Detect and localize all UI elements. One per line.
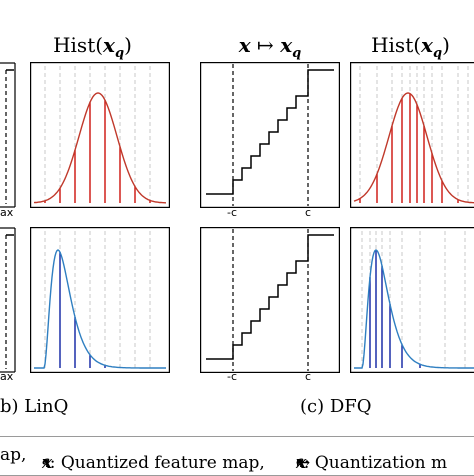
distribution-curve <box>353 92 474 204</box>
tick-label-pos-c-bottom: c <box>305 370 312 383</box>
distribution-curve <box>34 249 166 369</box>
header-quantization-map: x ↦ xq <box>238 33 302 61</box>
tick-label-pos-c-top: c <box>305 206 312 219</box>
caption-linq: b) LinQ <box>0 396 69 417</box>
quant-map-bottom <box>200 227 341 374</box>
hist-dfq-gaussian <box>350 62 474 208</box>
header-hist-linq: Hist(xq) <box>53 33 132 61</box>
hist-linq-skewed <box>30 227 171 374</box>
distribution-curve <box>33 92 166 204</box>
tick-label-a-top: ax <box>0 206 14 219</box>
panel-a-bottom <box>0 227 16 373</box>
legend-item-feature-map: ap, <box>0 445 27 465</box>
header-hist-dfq: Hist(xq) <box>371 33 450 61</box>
caption-dfq: (c) DFQ <box>300 396 372 417</box>
distribution-curve <box>354 249 474 369</box>
hist-linq-gaussian <box>30 62 171 209</box>
staircase-function <box>206 69 334 195</box>
tick-label-neg-c-top: -c <box>227 206 238 219</box>
quant-map-top <box>200 62 341 209</box>
hist-dfq-skewed <box>350 227 474 373</box>
tick-label-neg-c-bottom: -c <box>227 370 238 383</box>
panel-a-top <box>0 62 16 208</box>
staircase-function <box>206 234 334 360</box>
tick-label-a-bottom: ax <box>0 370 14 383</box>
